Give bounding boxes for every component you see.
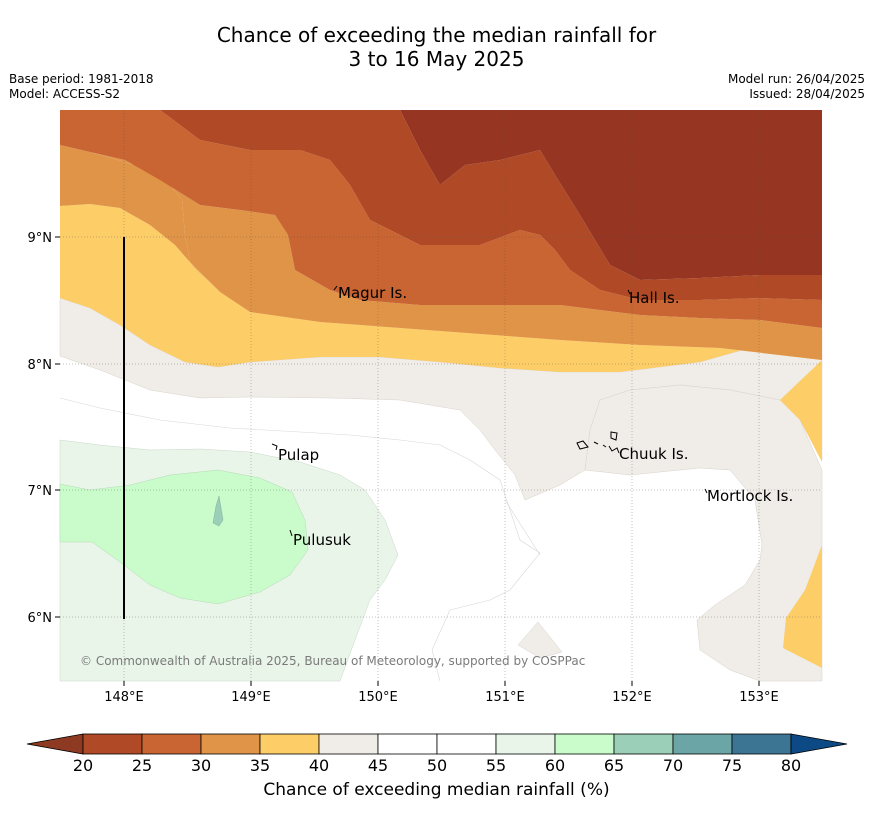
map-area: Magur Is. Hall Is. Pulap Chuuk Is. Mortl…: [59, 110, 823, 682]
base-period: Base period: 1981-2018: [9, 72, 154, 86]
lat-axis: [55, 236, 60, 618]
lat-tick-7: 7°N: [28, 484, 53, 499]
region-30-35: [60, 145, 822, 360]
colorbar-tick: 20: [73, 756, 93, 775]
region-40-45-south: [517, 621, 563, 659]
colorbar-bin: [613, 733, 674, 755]
region-65-70: [212, 495, 224, 527]
place-pulusuk: Pulusuk: [293, 531, 351, 549]
region-35-40-east: [780, 360, 822, 462]
region-35-40: [60, 204, 822, 372]
meta-left: Base period: 1981-2018 Model: ACCESS-S2: [9, 72, 154, 102]
colorbar-tick: 60: [545, 756, 565, 775]
contour-line: [504, 499, 541, 556]
lon-tick-151: 151°E: [485, 690, 525, 705]
colorbar-bin: [554, 733, 615, 755]
lon-axis: [123, 681, 760, 686]
place-chuuk: Chuuk Is.: [619, 445, 688, 463]
colorbar-tick: 75: [722, 756, 742, 775]
colorbar-bin: [495, 733, 556, 755]
colorbar-tick: 30: [191, 756, 211, 775]
region-20-25: [160, 110, 822, 300]
lat-tick-8: 8°N: [28, 358, 53, 373]
lon-tick-153: 153°E: [739, 690, 779, 705]
issued-date: Issued: 28/04/2025: [749, 87, 865, 101]
colorbar-bin: [82, 733, 143, 755]
colorbar-tick: 35: [250, 756, 270, 775]
colorbar: 20 25 30 35 40 45 50 55 60 65 70 75 80: [26, 733, 848, 775]
place-magur: Magur Is.: [338, 284, 407, 302]
model-run: Model run: 26/04/2025: [727, 72, 865, 86]
region-30-35-fill: [60, 145, 220, 292]
colorbar-below-arrow: [26, 733, 84, 755]
colorbar-bin: [672, 733, 733, 755]
lon-tick-150: 150°E: [358, 690, 398, 705]
colorbar-tick: 40: [309, 756, 329, 775]
lat-tick-9: 9°N: [28, 231, 53, 246]
place-mortlock: Mortlock Is.: [707, 487, 793, 505]
colorbar-bin: [377, 733, 438, 755]
region-below-20: [400, 110, 822, 280]
meta-right: Model run: 26/04/2025 Issued: 28/04/2025: [728, 72, 865, 102]
colorbar-label: Chance of exceeding median rainfall (%): [263, 780, 610, 800]
colorbar-tick: 45: [368, 756, 388, 775]
model-name: Model: ACCESS-S2: [9, 87, 121, 101]
colorbar-bin: [318, 733, 379, 755]
colorbar-tick: 50: [427, 756, 447, 775]
colorbar-bin: [200, 733, 261, 755]
region-25-30: [60, 110, 822, 328]
lon-tick-152: 152°E: [612, 690, 652, 705]
colorbar-tick: 55: [486, 756, 506, 775]
colorbar-tick: 25: [132, 756, 152, 775]
colorbar-bin: [259, 733, 320, 755]
lon-tick-149: 149°E: [231, 690, 271, 705]
region-40-45-east: [584, 384, 823, 682]
chart-title-line1: Chance of exceeding the median rainfall …: [216, 23, 657, 47]
region-35-40-southeast: [783, 545, 822, 668]
colorbar-bin: [436, 733, 497, 755]
colorbar-bin: [731, 733, 792, 755]
place-hall: Hall Is.: [629, 289, 680, 307]
colorbar-tick: 80: [781, 756, 801, 775]
lon-tick-148: 148°E: [104, 690, 144, 705]
copyright-text: © Commonwealth of Australia 2025, Bureau…: [80, 654, 585, 668]
grid-lines: [60, 110, 822, 681]
colorbar-tick: 65: [604, 756, 624, 775]
colorbar-tick: 70: [663, 756, 683, 775]
lat-tick-6: 6°N: [28, 611, 53, 626]
place-pulap: Pulap: [278, 446, 319, 464]
region-60-65: [59, 469, 309, 605]
contour-line: [59, 397, 541, 682]
island-shapes: [271, 285, 708, 537]
chart-title-line2: 3 to 16 May 2025: [348, 47, 525, 71]
colorbar-bin: [141, 733, 202, 755]
colorbar-above-arrow: [790, 733, 848, 755]
